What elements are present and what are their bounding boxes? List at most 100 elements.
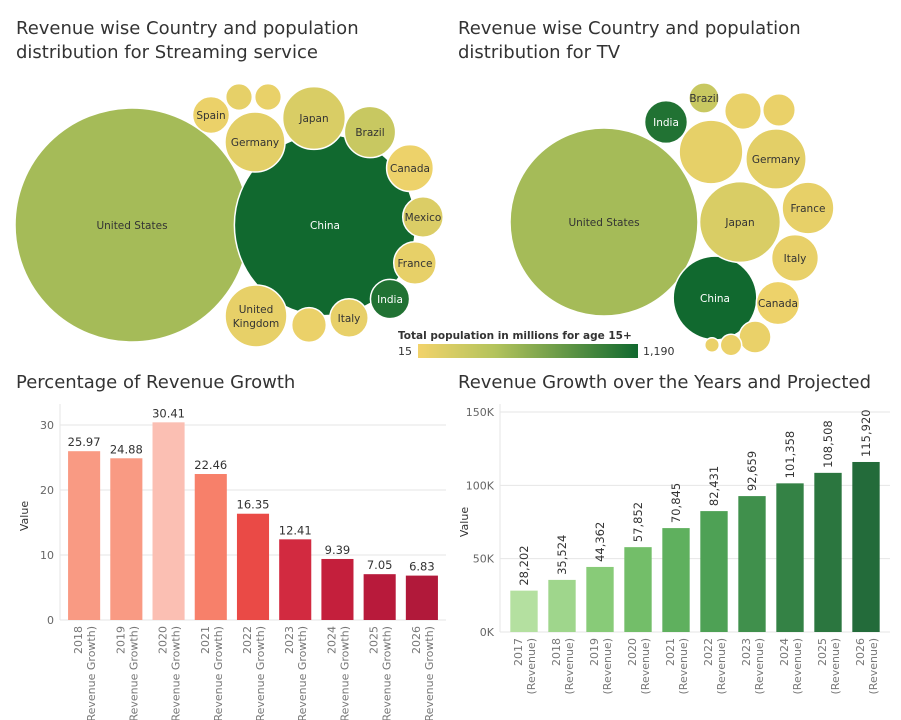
streaming-bubble-france — [392, 240, 438, 286]
streaming-bubble-label-france: France — [398, 258, 433, 270]
growth-bar-value-label: 24.88 — [110, 442, 143, 456]
legend-title: Total population in millions for age 15+ — [398, 330, 632, 342]
tv-bubble-unlabeled-14 — [703, 336, 721, 354]
growth-bar-value-label: 25.97 — [68, 435, 101, 449]
revenue-bar — [814, 472, 842, 632]
revenue-growth-title: Revenue Growth over the Years and Projec… — [458, 372, 871, 393]
tv-bubble-germany — [745, 128, 807, 190]
tv-bubble-label-brazil: Brazil — [689, 93, 718, 105]
revenue-category-label: 2018(Revenue) — [550, 638, 576, 695]
revenue-bar-value-label: 28,202 — [517, 545, 531, 585]
streaming-bubble-germany — [224, 111, 286, 173]
growth-bar-value-label: 6.83 — [409, 560, 435, 574]
streaming-bubble-unlabeled-3 — [224, 82, 254, 112]
tv-bubble-label-germany: Germany — [752, 154, 800, 166]
streaming-bubble-unlabeled-4 — [253, 82, 283, 112]
streaming-bubble-label-canada: Canada — [390, 163, 430, 175]
growth-bar — [152, 422, 185, 620]
streaming-bubble-label-japan: Japan — [298, 113, 328, 125]
tv-bubble-france — [781, 181, 835, 235]
streaming-bubble-canada — [385, 143, 435, 193]
tv-bubble-label-japan: Japan — [724, 217, 754, 229]
revenue-bar — [624, 547, 652, 632]
tv-bubble-unlabeled-5 — [761, 92, 797, 128]
revenue-bar — [510, 590, 538, 632]
tv-bubble-label-united-states: United States — [568, 217, 639, 229]
revenue-bar-value-label: 44,362 — [593, 522, 607, 562]
growth-ytick-label: 0 — [47, 614, 54, 627]
growth-category-label: 2018(Revenue Growth) — [72, 626, 98, 720]
growth-bar — [68, 451, 101, 620]
tv-bubble-label-france: France — [791, 203, 826, 215]
growth-category-label: 2025(Revenue Growth) — [368, 626, 394, 720]
revenue-category-label: 2021(Revenue) — [664, 638, 690, 695]
legend-gradient-bar — [418, 344, 638, 358]
tv-bubble-brazil — [688, 82, 720, 114]
tv-bubble-canada — [755, 280, 801, 326]
streaming-bubble-united-kingdom — [224, 284, 288, 348]
revenue-category-label: 2025(Revenue) — [816, 638, 842, 695]
growth-bar — [194, 474, 227, 620]
growth-ytick-label: 10 — [40, 549, 54, 562]
revenue-category-label: 2026(Revenue) — [854, 638, 880, 695]
streaming-bubble-italy — [329, 298, 369, 338]
revenue-category-label: 2017(Revenue) — [512, 638, 538, 695]
revenue-category-label: 2023(Revenue) — [740, 638, 766, 695]
revenue-bar-value-label: 82,431 — [707, 466, 721, 506]
revenue-bar-value-label: 115,920 — [859, 409, 873, 457]
streaming-bubble-india — [369, 278, 411, 320]
streaming-bubble-label-mexico: Mexico — [405, 212, 442, 224]
revenue-bar-value-label: 70,845 — [669, 483, 683, 523]
revenue-ytick-label: 150K — [466, 406, 495, 419]
growth-category-label: 2024(Revenue Growth) — [325, 626, 351, 720]
streaming-bubble-label-china: China — [310, 220, 340, 232]
growth-bar — [236, 513, 270, 620]
streaming-bubble-label-india: India — [377, 294, 403, 306]
streaming-bubble-label-brazil: Brazil — [355, 127, 384, 139]
growth-category-label: 2019(Revenue Growth) — [114, 626, 140, 720]
streaming-bubble-label-spain: Spain — [196, 110, 225, 122]
growth-category-label: 2023(Revenue Growth) — [283, 626, 309, 720]
revenue-bar-value-label: 108,508 — [821, 420, 835, 468]
revenue-bar-value-label: 57,852 — [631, 502, 645, 542]
streaming-bubble-label-germany: Germany — [231, 137, 279, 149]
streaming-bubble-japan — [281, 85, 347, 151]
growth-ytick-label: 30 — [40, 419, 54, 432]
streaming-bubble-label-united-kingdom: United Kingdom — [233, 304, 279, 330]
growth-bar — [321, 558, 354, 620]
growth-bar — [405, 575, 438, 620]
growth-bar-value-label: 12.41 — [279, 523, 312, 537]
streaming-bubble-brazil — [343, 105, 397, 159]
streaming-bubble-unlabeled-13 — [290, 306, 328, 344]
streaming-bubble-mexico — [401, 195, 445, 239]
revenue-bar — [548, 579, 576, 632]
tv-bubble-unlabeled-4 — [723, 91, 763, 131]
revenue-bar-value-label: 101,358 — [783, 431, 797, 479]
revenue-bar — [776, 483, 804, 632]
growth-bar-value-label: 7.05 — [367, 558, 393, 572]
legend-max-label: 1,190 — [643, 345, 675, 358]
revenue-category-label: 2020(Revenue) — [626, 638, 652, 695]
tv-bubble-italy — [770, 233, 820, 283]
revenue-bar-value-label: 35,524 — [555, 535, 569, 575]
growth-ytick-label: 20 — [40, 484, 54, 497]
growth-bar-value-label: 22.46 — [194, 458, 227, 472]
growth-bar — [110, 458, 143, 620]
revenue-category-label: 2022(Revenue) — [702, 638, 728, 695]
tv-bubble-unlabeled-6 — [678, 119, 744, 185]
growth-category-label: 2020(Revenue Growth) — [157, 626, 183, 720]
streaming-bubble-title: Revenue wise Country and population dist… — [16, 18, 359, 63]
tv-bubble-title: Revenue wise Country and population dist… — [458, 18, 801, 63]
growth-category-label: 2026(Revenue Growth) — [410, 626, 436, 720]
streaming-bubble-spain — [191, 95, 231, 135]
revenue-bar-value-label: 92,659 — [745, 451, 759, 491]
tv-bubble-india — [643, 99, 689, 145]
revenue-bar — [852, 461, 880, 632]
growth-bar-value-label: 9.39 — [325, 543, 351, 557]
tv-bubble-label-china: China — [700, 293, 730, 305]
tv-bubble-label-india: India — [653, 117, 679, 129]
